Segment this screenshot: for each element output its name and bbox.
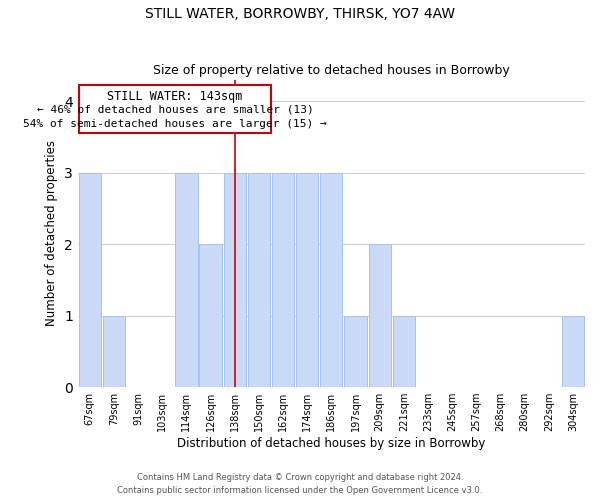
- Bar: [393, 316, 415, 387]
- Bar: [562, 316, 584, 387]
- Text: 54% of semi-detached houses are larger (15) →: 54% of semi-detached houses are larger (…: [23, 119, 327, 129]
- Bar: [344, 316, 367, 387]
- Bar: [103, 316, 125, 387]
- Bar: [320, 172, 343, 387]
- Bar: [368, 244, 391, 387]
- Text: STILL WATER, BORROWBY, THIRSK, YO7 4AW: STILL WATER, BORROWBY, THIRSK, YO7 4AW: [145, 8, 455, 22]
- Bar: [224, 172, 246, 387]
- Bar: [199, 244, 222, 387]
- Bar: [79, 172, 101, 387]
- Text: ← 46% of detached houses are smaller (13): ← 46% of detached houses are smaller (13…: [37, 104, 313, 115]
- X-axis label: Distribution of detached houses by size in Borrowby: Distribution of detached houses by size …: [177, 437, 485, 450]
- Y-axis label: Number of detached properties: Number of detached properties: [46, 140, 58, 326]
- Text: Contains HM Land Registry data © Crown copyright and database right 2024.
Contai: Contains HM Land Registry data © Crown c…: [118, 474, 482, 495]
- Bar: [296, 172, 319, 387]
- FancyBboxPatch shape: [79, 86, 271, 133]
- Title: Size of property relative to detached houses in Borrowby: Size of property relative to detached ho…: [153, 64, 510, 77]
- Bar: [248, 172, 270, 387]
- Bar: [175, 172, 197, 387]
- Bar: [272, 172, 294, 387]
- Text: STILL WATER: 143sqm: STILL WATER: 143sqm: [107, 90, 242, 102]
